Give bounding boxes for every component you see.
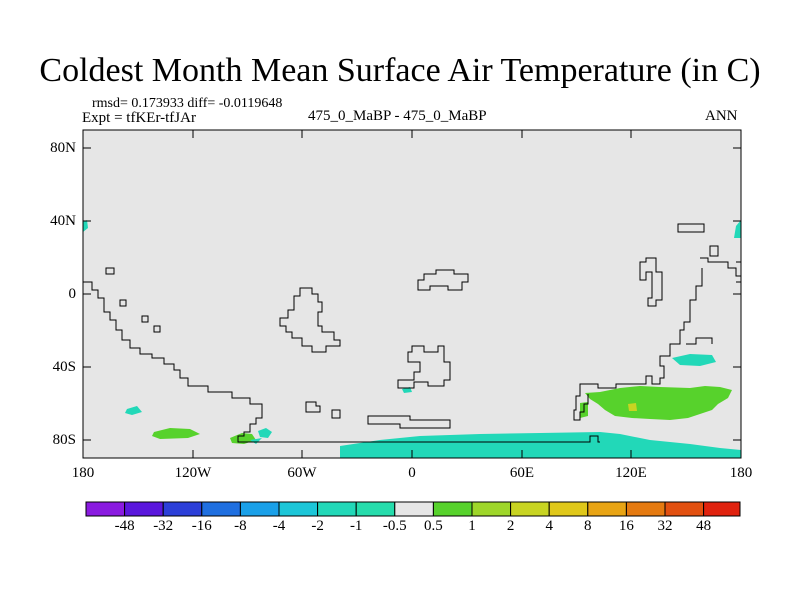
colorbar-label: -48 [114, 518, 135, 534]
axis-ticks [83, 130, 741, 458]
experiment-label: Expt = tfKEr-tfJAr [82, 110, 196, 126]
coastline [279, 287, 341, 353]
x-tick-label: 60E [509, 465, 535, 481]
colorbar-label: 16 [618, 518, 634, 534]
x-tick-label: 120W [174, 465, 212, 481]
coastline [119, 299, 127, 307]
anomaly-patch [250, 438, 262, 444]
colorbar-bin [317, 501, 357, 517]
colorbar-bin [587, 501, 627, 517]
colorbar-label: 0.5 [424, 518, 443, 534]
anomaly-patches [83, 220, 741, 458]
colorbar-bin [703, 501, 741, 517]
colorbar-bin [432, 501, 473, 517]
colorbar-bin [201, 501, 241, 517]
coastline [331, 409, 341, 419]
anomaly-patch [125, 406, 142, 415]
center-label: 475_0_MaBP - 475_0_MaBP [308, 108, 487, 124]
coastline [417, 269, 469, 291]
coastline [397, 345, 451, 389]
page-title: Coldest Month Mean Surface Air Temperatu… [39, 52, 761, 89]
coastline [686, 337, 713, 345]
coastline [83, 281, 600, 443]
coastline [573, 268, 703, 421]
x-tick-label: 0 [408, 465, 416, 481]
colorbar [85, 501, 741, 517]
colorbar-label: 2 [506, 518, 515, 534]
colorbar-bin [162, 501, 203, 517]
colorbar-label: -16 [191, 518, 212, 534]
colorbar-bin [548, 501, 589, 517]
colorbar-label: 48 [696, 518, 712, 534]
coastline [367, 415, 451, 429]
x-tick-label: 60W [287, 465, 317, 481]
anomaly-patch [672, 354, 716, 366]
colorbar-bin [471, 501, 512, 517]
colorbar-bin [355, 501, 396, 517]
y-tick-label: 40S [52, 359, 76, 375]
colorbar-label: -8 [234, 518, 247, 534]
colorbar-bin [124, 501, 164, 517]
colorbar-label: -32 [153, 518, 174, 534]
x-tick-label: 120E [615, 465, 647, 481]
y-tick-label: 80N [50, 140, 76, 156]
coastline [709, 245, 719, 257]
anomaly-patch [152, 428, 200, 439]
anomaly-patch [230, 433, 256, 444]
anomaly-patch [734, 220, 741, 238]
y-tick-label: 80S [52, 432, 76, 448]
colorbar-bin [239, 501, 280, 517]
season-label: ANN [705, 108, 738, 124]
colorbar-label: -2 [311, 518, 324, 534]
colorbar-label: 8 [584, 518, 592, 534]
y-tick-label: 40N [50, 213, 76, 229]
anomaly-patch [258, 428, 272, 438]
colorbar-bin [510, 501, 550, 517]
coastlines [83, 223, 742, 443]
colorbar-bin [278, 501, 319, 517]
colorbar-label: 1 [468, 518, 476, 534]
anomaly-patch [628, 403, 637, 411]
colorbar-label: 32 [657, 518, 673, 534]
colorbar-label: -0.5 [382, 518, 407, 534]
anomaly-patch [585, 386, 732, 420]
colorbar-label: -4 [272, 518, 286, 534]
stats-line: rmsd= 0.173933 diff= -0.0119648 [92, 96, 283, 111]
coastline [677, 223, 705, 233]
colorbar-label: -1 [349, 518, 363, 534]
x-tick-label: 180 [729, 465, 753, 481]
coastline [105, 267, 115, 275]
anomaly-patch [83, 220, 88, 232]
coastline [639, 257, 663, 307]
coastline [153, 325, 161, 333]
y-tick-label: 0 [68, 286, 77, 302]
anomaly-patch [340, 432, 741, 458]
colorbar-bin [85, 501, 126, 517]
colorbar-bin [625, 501, 666, 517]
coastline [141, 315, 149, 323]
x-tick-label: 180 [71, 465, 95, 481]
colorbar-bin [394, 501, 434, 517]
colorbar-bin [664, 501, 705, 517]
colorbar-label: 4 [545, 518, 553, 534]
coastline [305, 401, 321, 413]
